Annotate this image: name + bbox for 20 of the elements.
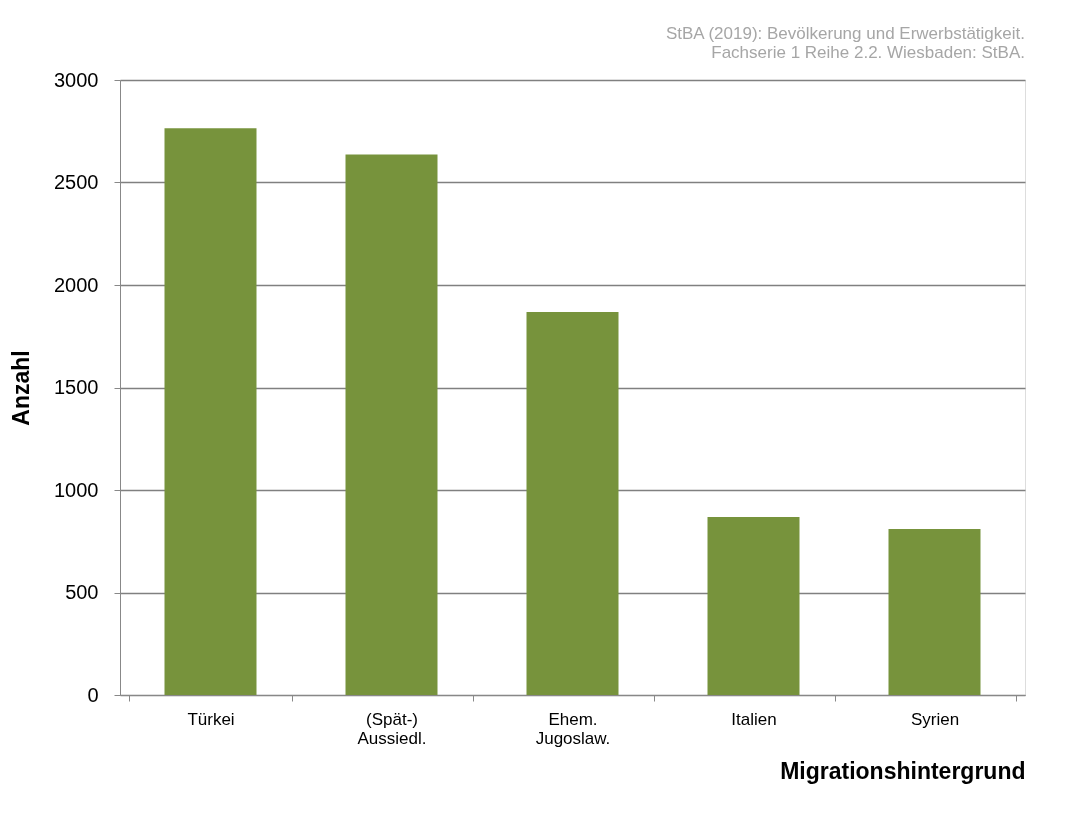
bar <box>707 517 800 695</box>
y-axis-title: Anzahl <box>8 350 35 426</box>
bar <box>345 154 438 695</box>
y-tick-label: 1500 <box>54 376 99 398</box>
bar <box>888 528 981 695</box>
y-tick-label: 500 <box>65 581 99 603</box>
x-tick-label: Italien <box>731 709 777 729</box>
y-tick-label: 0 <box>87 683 99 706</box>
x-axis-title: Migrationshintergrund <box>780 757 1026 784</box>
x-tick-label: Syrien <box>910 709 960 729</box>
text: StBA (2019): Bevölkerung und Erwerbstätigkeit. Fachserie 1 Reihe 2.2. Wiesbaden: StBA. <box>665 24 1025 62</box>
y-tick-label: 2500 <box>54 171 99 193</box>
bar <box>526 312 619 695</box>
bar <box>164 128 257 695</box>
y-tick-label: 3000 <box>54 68 99 91</box>
x-tick-label: (Spät-) Aussiedl. <box>357 709 427 748</box>
y-tick-label: 1000 <box>54 478 99 501</box>
x-tick-label: Türkei <box>187 709 235 729</box>
y-tick-label: 2000 <box>54 273 99 296</box>
x-tick-label: Ehem. Jugoslaw. <box>535 709 611 748</box>
